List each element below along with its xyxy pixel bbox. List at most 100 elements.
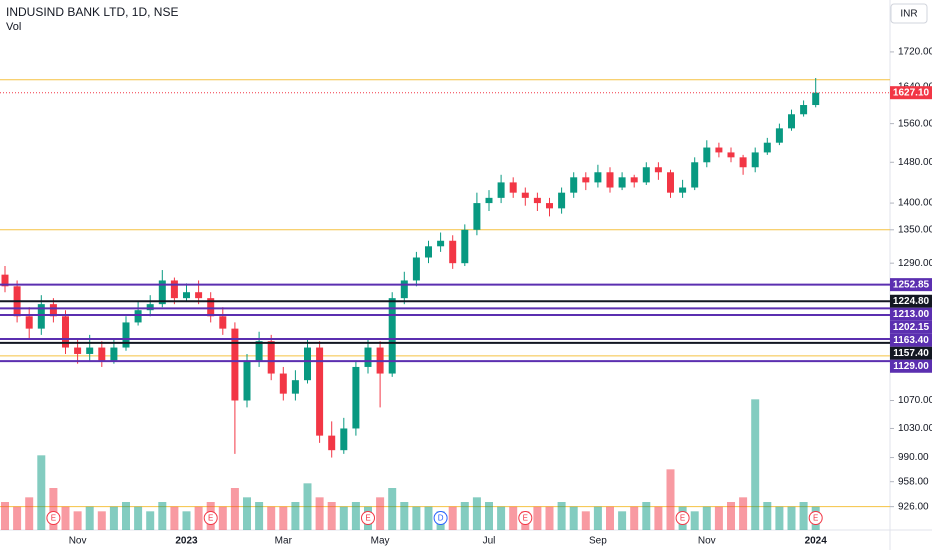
candle-body xyxy=(291,380,299,394)
volume-bar xyxy=(642,502,651,530)
candle-body xyxy=(546,203,553,209)
level-label-bg xyxy=(890,294,932,308)
volume-bar xyxy=(303,483,312,530)
candle-body xyxy=(412,257,420,281)
candle-body xyxy=(25,316,33,329)
y-tick-label: 1350.00 xyxy=(898,224,932,235)
volume-bar xyxy=(255,502,264,530)
candle-body xyxy=(49,304,57,317)
volume-bar xyxy=(134,506,143,530)
volume-bar xyxy=(424,506,433,530)
candle-body xyxy=(606,172,614,188)
candle-body xyxy=(582,177,590,183)
candle-body xyxy=(134,310,142,323)
candle-body xyxy=(703,147,711,163)
candle-body xyxy=(485,197,493,204)
volume-bar xyxy=(97,511,106,530)
candle-body xyxy=(654,167,662,173)
volume-bar xyxy=(400,502,409,530)
candle-body xyxy=(763,142,771,153)
candle-body xyxy=(497,182,505,198)
candle-body xyxy=(618,177,626,188)
volume-bar xyxy=(630,506,639,530)
x-tick-label: May xyxy=(371,536,390,547)
candle-body xyxy=(739,157,747,168)
candle-body xyxy=(679,187,687,193)
event-label: E xyxy=(813,514,818,523)
candle-body xyxy=(594,172,602,183)
candle-body xyxy=(1,274,9,287)
volume-label: Vol xyxy=(6,21,21,33)
candle-body xyxy=(98,347,106,361)
chart-title: INDUSIND BANK LTD, 1D, NSE xyxy=(6,5,178,19)
x-tick-label: Nov xyxy=(698,536,716,547)
volume-bar xyxy=(170,506,179,530)
volume-bar xyxy=(37,455,46,530)
event-marker xyxy=(203,511,218,525)
level-label-bg xyxy=(890,359,932,373)
volume-bar xyxy=(581,511,590,530)
candle-body xyxy=(158,280,166,305)
candle-body xyxy=(110,347,118,361)
y-tick-label: 990.00 xyxy=(898,452,929,463)
candle-body xyxy=(146,304,154,311)
candle-body xyxy=(122,322,130,348)
candle-body xyxy=(279,373,287,394)
x-tick-label: Nov xyxy=(69,536,87,547)
y-tick-label: 1480.00 xyxy=(898,157,932,168)
volume-bar xyxy=(751,399,760,530)
candle-body xyxy=(473,203,481,230)
candle-body xyxy=(195,292,203,299)
level-label-bg xyxy=(890,307,932,321)
volume-bar xyxy=(654,506,663,530)
candle-body xyxy=(219,316,227,329)
candle-body xyxy=(533,197,541,204)
currency[interactable]: INR xyxy=(900,9,917,20)
volume-bar xyxy=(376,497,385,530)
x-tick-label: Jul xyxy=(483,536,496,547)
event-marker xyxy=(518,511,533,525)
volume-bar xyxy=(218,506,227,530)
candle-body xyxy=(352,366,360,429)
candle-body xyxy=(509,182,517,193)
candle-body xyxy=(243,360,251,401)
event-marker xyxy=(46,511,61,525)
volume-bar xyxy=(618,511,627,530)
y-tick-label: 958.00 xyxy=(898,476,929,487)
y-tick-label: 926.00 xyxy=(898,501,929,512)
level-label: 1129.00 xyxy=(893,361,929,372)
volume-bar xyxy=(230,488,239,530)
volume-bar xyxy=(61,506,70,530)
candle-body xyxy=(74,347,82,354)
event-label: E xyxy=(208,514,213,523)
candle-body xyxy=(437,240,445,247)
level-label: 1224.80 xyxy=(893,296,930,307)
volume-bar xyxy=(73,511,82,530)
candle-body xyxy=(812,92,820,106)
candle-body xyxy=(788,114,795,129)
volume-bar xyxy=(291,502,300,530)
volume-bar xyxy=(448,506,457,530)
volume-bar xyxy=(85,506,94,530)
level-label: 1157.40 xyxy=(893,348,929,359)
event-marker xyxy=(433,511,448,525)
last-price-label: 1627.10 xyxy=(893,87,930,98)
volume-bar xyxy=(593,506,602,530)
volume-bar xyxy=(775,506,784,530)
candle-body xyxy=(449,240,457,264)
volume-bar xyxy=(799,502,808,530)
volume-bar xyxy=(557,502,566,530)
x-tick-label: 2023 xyxy=(175,536,198,547)
volume-bar xyxy=(497,506,506,530)
volume-bar xyxy=(1,502,9,530)
candle-body xyxy=(37,304,45,329)
volume-bar xyxy=(666,469,675,530)
candle-body xyxy=(691,162,699,188)
candle-body xyxy=(62,316,69,348)
event-marker xyxy=(675,511,690,525)
level-label-bg xyxy=(890,320,932,334)
candle-body xyxy=(316,347,324,436)
candle-body xyxy=(207,298,215,317)
candle-body xyxy=(86,347,94,354)
currency-button[interactable] xyxy=(890,3,928,24)
